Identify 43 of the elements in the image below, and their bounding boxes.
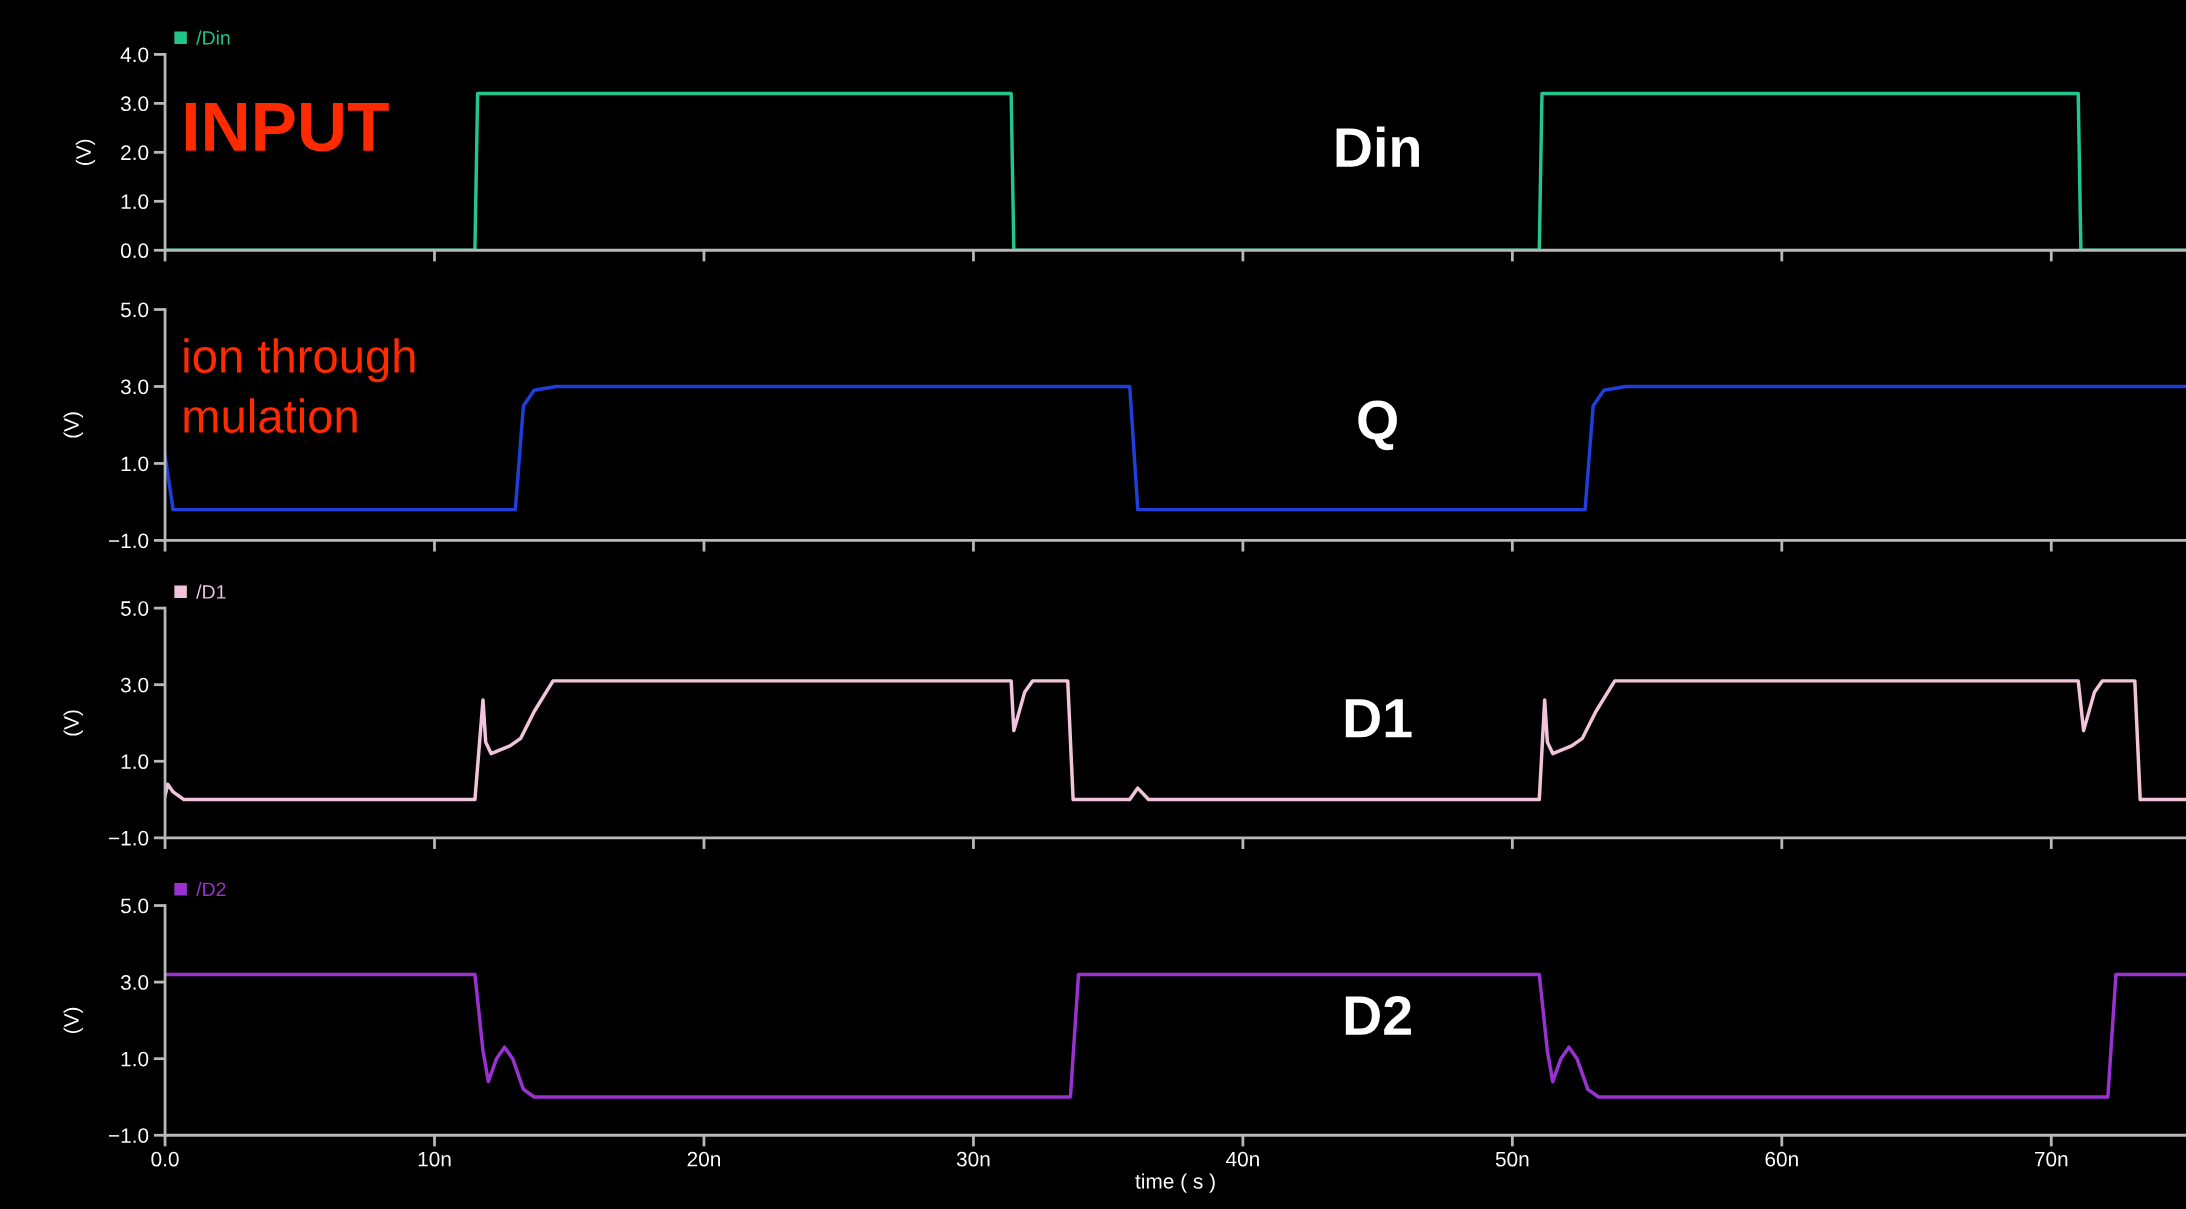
- x-axis-title: time ( s ): [1135, 1173, 1215, 1193]
- y-tick-label: 3.0: [120, 379, 149, 395]
- y-tick-label: 1.0: [121, 194, 149, 210]
- y-tick-label: 1.0: [121, 754, 149, 770]
- annotation: D2: [1345, 995, 1411, 1035]
- y-axis-title: (V): [63, 412, 83, 438]
- y-tick-label: 3.0: [120, 677, 149, 693]
- x-tick-label: 50n: [1495, 1151, 1529, 1167]
- y-tick-label: 1.0: [121, 1051, 149, 1067]
- y-axis-title: (V): [63, 1007, 83, 1033]
- y-tick-label: −1.0: [108, 533, 149, 549]
- x-tick-label: 40n: [1225, 1151, 1259, 1167]
- y-tick-label: 5.0: [120, 302, 149, 318]
- line-series: [165, 679, 2186, 802]
- y-tick-label: 3.0: [120, 975, 149, 990]
- y-axis-title: (V): [75, 139, 96, 165]
- annotation: Din: [1336, 126, 1419, 167]
- y-tick-label: −1.0: [108, 830, 149, 846]
- x-tick-label: 10n: [418, 1151, 451, 1167]
- annotation: mulation: [184, 398, 357, 434]
- y-tick-label: 4.0: [120, 47, 149, 63]
- line-series: [165, 972, 2186, 1099]
- x-tick-label: 0.0: [151, 1151, 179, 1167]
- y-tick-label: −1.0: [108, 1128, 149, 1143]
- x-tick-label: 20n: [687, 1151, 720, 1167]
- y-axis-title: (V): [63, 710, 83, 736]
- y-tick-label: 5.0: [120, 898, 149, 914]
- y-tick-label: 3.0: [120, 96, 149, 112]
- y-tick-label: 2.0: [121, 145, 149, 161]
- x-tick-label: 60n: [1765, 1151, 1798, 1167]
- y-tick-label: 1.0: [121, 456, 149, 472]
- annotation: INPUT: [185, 102, 389, 152]
- line-series: [165, 384, 2186, 512]
- x-tick-label: 70n: [2034, 1151, 2068, 1167]
- x-tick-label: 30n: [956, 1151, 990, 1167]
- annotation: D1: [1345, 699, 1412, 738]
- legend-label: /Din: [196, 30, 230, 45]
- y-tick-label: 0.0: [120, 243, 149, 259]
- annotation: Q: [1358, 400, 1397, 451]
- legend-label: /D2: [196, 881, 226, 897]
- legend-label: /D1: [196, 584, 226, 599]
- annotation: ion through: [184, 338, 415, 383]
- y-tick-label: 5.0: [120, 601, 149, 616]
